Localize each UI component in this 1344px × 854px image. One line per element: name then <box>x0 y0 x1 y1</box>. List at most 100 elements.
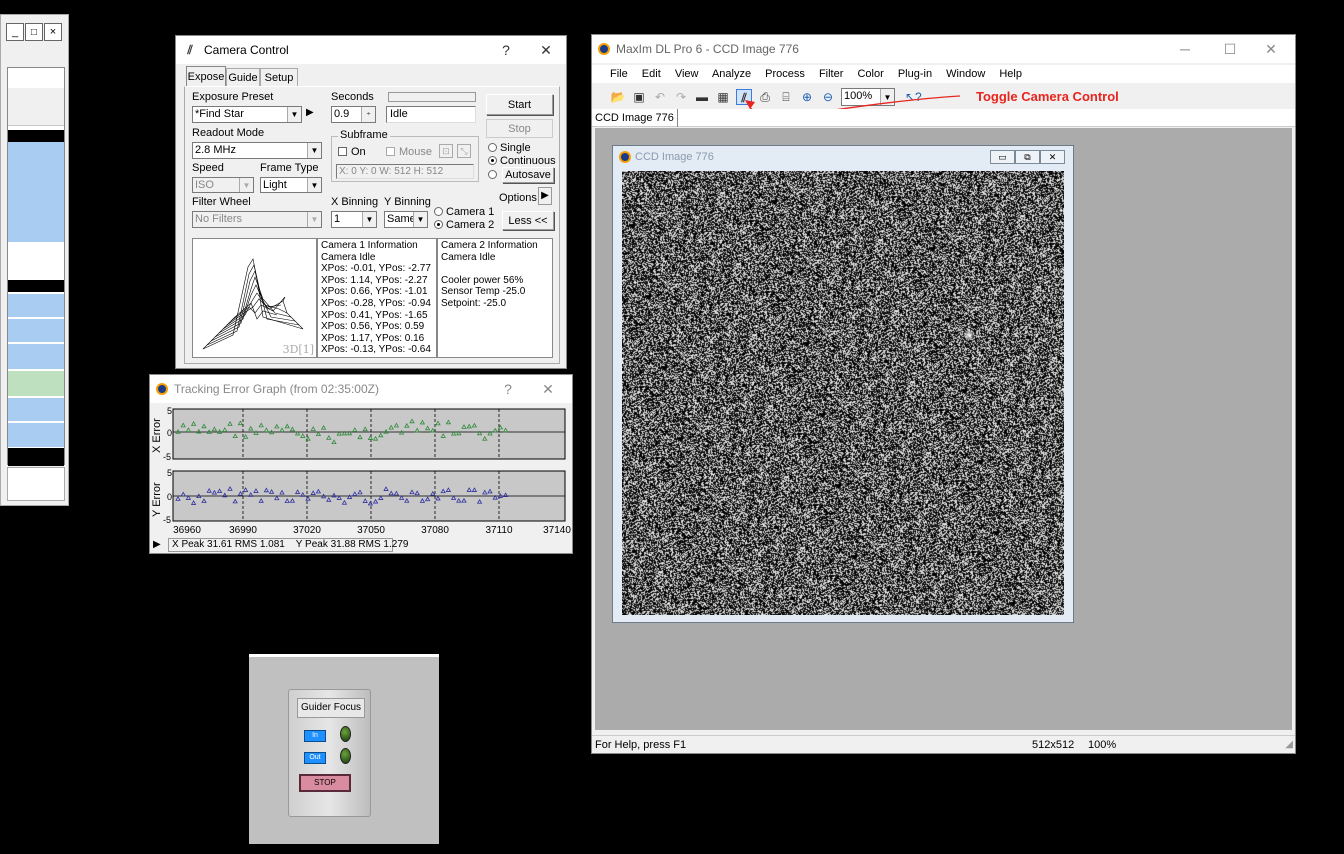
maxim-titlebar[interactable]: MaxIm DL Pro 6 - CCD Image 776 ─ ☐ ✕ <box>592 35 1295 63</box>
continuous-radio[interactable]: Continuous <box>488 155 556 167</box>
star-profile-3d-view[interactable]: 3D[1] <box>192 238 317 358</box>
image-icon[interactable]: ▬ <box>696 90 708 104</box>
resize-grip-icon[interactable]: ◢ <box>1285 739 1293 750</box>
guide-point <box>492 494 498 500</box>
close-icon[interactable]: × <box>44 23 62 41</box>
minimize-icon[interactable]: ─ <box>1180 41 1190 57</box>
menu-edit[interactable]: Edit <box>641 68 661 80</box>
x-tick: 37140 <box>543 525 571 536</box>
subframe-on-checkbox[interactable]: On <box>338 146 366 158</box>
view-mode-label: 3D[1] <box>282 343 314 356</box>
guide-point <box>211 426 218 432</box>
exposure-preset-select[interactable]: *Find Star ▼ <box>192 106 302 123</box>
maximize-icon[interactable]: □ <box>25 23 43 41</box>
open-folder-icon[interactable]: 📂 <box>610 90 626 104</box>
tab-setup[interactable]: Setup <box>260 68 298 87</box>
frame-type-label: Frame Type <box>260 162 319 174</box>
left-row[interactable] <box>8 344 64 370</box>
start-button[interactable]: Start <box>486 94 553 115</box>
close-button[interactable]: ✕ <box>542 380 554 397</box>
stop-label: Stop <box>508 122 531 135</box>
subframe-select-icon[interactable]: ⊡ <box>439 144 453 158</box>
close-icon[interactable]: ✕ <box>1265 40 1277 57</box>
less-button[interactable]: Less << <box>502 211 554 230</box>
y-binning-select[interactable]: Same ▼ <box>384 211 428 228</box>
settings-icon[interactable]: ⌸ <box>782 90 790 104</box>
menu-analyze[interactable]: Analyze <box>711 68 752 80</box>
spinner-icon[interactable]: ÷ <box>361 107 375 122</box>
focus-out-button[interactable]: Out <box>304 752 326 764</box>
guide-point <box>232 498 238 504</box>
observatory-icon[interactable]: ▦ <box>717 90 729 104</box>
subframe-full-icon[interactable]: ⤡ <box>457 144 471 158</box>
close-icon[interactable]: ✕ <box>1040 150 1065 164</box>
maximize-icon[interactable]: ☐ <box>1223 40 1237 57</box>
left-header-block <box>8 88 64 126</box>
minimize-icon[interactable]: _ <box>6 23 24 41</box>
focus-stop-button[interactable]: STOP <box>299 774 351 792</box>
left-row[interactable] <box>8 423 64 447</box>
focus-in-button[interactable]: In <box>304 730 326 742</box>
subframe-coords-field: X: 0 Y: 0 W: 512 H: 512 <box>336 164 474 179</box>
speed-select[interactable]: ISO ▼ <box>192 177 254 193</box>
help-button[interactable]: ? <box>504 381 512 397</box>
left-bottom-field[interactable] <box>7 467 65 501</box>
x-binning-select[interactable]: 1 ▼ <box>331 211 377 228</box>
camera1-radio[interactable]: Camera 1 <box>434 206 494 218</box>
close-button[interactable]: ✕ <box>540 41 552 58</box>
left-row[interactable] <box>8 319 64 343</box>
stop-button[interactable]: Stop <box>486 119 553 138</box>
undo-icon[interactable]: ↶ <box>654 90 666 104</box>
restore-icon[interactable]: ⧉ <box>1015 150 1040 164</box>
options-arrow-button[interactable]: ▶ <box>538 187 552 205</box>
menu-help[interactable]: Help <box>999 68 1022 80</box>
ccd-image-canvas[interactable] <box>622 171 1064 615</box>
save-icon[interactable]: ▣ <box>633 90 645 104</box>
tracking-titlebar[interactable]: Tracking Error Graph (from 02:35:00Z) ? … <box>150 375 572 403</box>
chevron-down-icon: ▼ <box>880 89 894 105</box>
redo-icon[interactable]: ↷ <box>675 90 687 104</box>
ccd-image-titlebar[interactable]: CCD Image 776 <box>613 146 1073 168</box>
autosave-button[interactable]: Autosave <box>502 167 554 183</box>
autosave-radio[interactable] <box>488 169 500 181</box>
menu-window[interactable]: Window <box>946 68 986 80</box>
camera2-radio[interactable]: Camera 2 <box>434 219 494 231</box>
help-button[interactable]: ? <box>502 42 510 58</box>
guide-point <box>248 492 254 497</box>
readout-mode-select[interactable]: 2.8 MHz ▼ <box>192 142 322 159</box>
zoom-in-icon[interactable]: ⊕ <box>801 90 813 104</box>
left-row[interactable] <box>8 294 64 318</box>
tab-ccd-image[interactable]: CCD Image 776 <box>592 109 678 127</box>
chevron-down-icon: ▼ <box>307 178 321 192</box>
tab-guide[interactable]: Guide <box>226 68 260 87</box>
single-radio[interactable]: Single <box>488 142 531 154</box>
toggle-camera-control-annotation: Toggle Camera Control <box>976 89 1119 104</box>
expand-arrow-button[interactable]: ▶ <box>153 539 161 550</box>
minimize-icon[interactable]: ▭ <box>990 150 1015 164</box>
seconds-input[interactable]: 0.9 ÷ <box>331 106 376 123</box>
guide-point <box>284 423 290 429</box>
camera-control-icon: ⫽ <box>187 43 193 57</box>
camera-control-titlebar[interactable]: ⫽ Camera Control ? ✕ <box>176 36 566 64</box>
left-row[interactable] <box>8 398 64 422</box>
window-controls[interactable]: _ □ × <box>6 23 64 41</box>
guide-point <box>326 435 332 440</box>
menu-color[interactable]: Color <box>857 68 884 80</box>
tab-expose[interactable]: Expose <box>186 66 226 87</box>
info-line: XPos: 0.41, YPos: -1.65 <box>321 309 428 321</box>
left-row-selected[interactable] <box>8 371 64 397</box>
subframe-mouse-checkbox[interactable]: Mouse <box>386 146 432 158</box>
play-arrow-icon[interactable]: ▶ <box>306 107 314 118</box>
info-line: Setpoint: -25.0 <box>441 297 507 309</box>
menu-process[interactable]: Process <box>765 68 805 80</box>
menu-filter[interactable]: Filter <box>818 68 844 80</box>
zoom-out-icon[interactable]: ⊖ <box>822 90 834 104</box>
menu-plugin[interactable]: Plug-in <box>897 68 933 80</box>
frame-type-select[interactable]: Light ▼ <box>260 177 322 193</box>
menu-file[interactable]: File <box>610 68 628 80</box>
filter-select[interactable]: No Filters ▼ <box>192 211 322 228</box>
telescope-icon[interactable]: ⎙ <box>760 90 770 104</box>
menu-view[interactable]: View <box>674 68 699 80</box>
left-panel-content <box>7 67 65 466</box>
in-indicator-led <box>340 726 351 742</box>
